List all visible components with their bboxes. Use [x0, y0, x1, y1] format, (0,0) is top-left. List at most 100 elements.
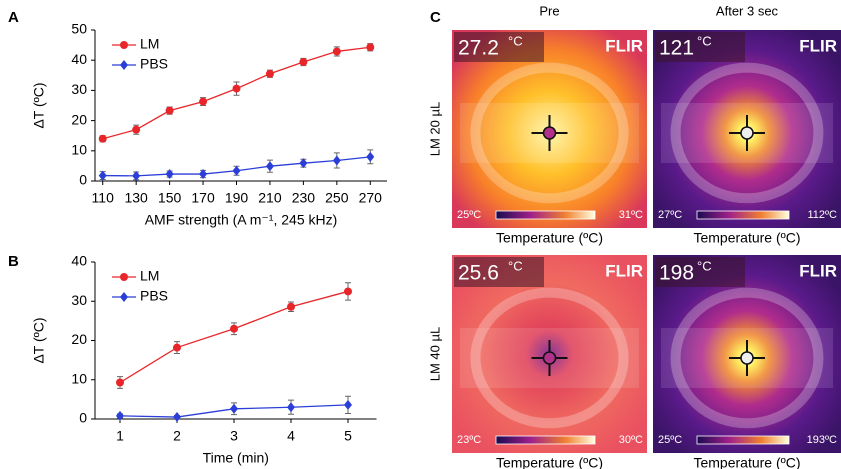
y-axis-title: ΔT (ºC)	[31, 317, 47, 363]
x-tick-label: 5	[344, 428, 352, 444]
crosshair-center	[740, 351, 754, 365]
x-tick-label: 130	[124, 190, 148, 206]
reading-unit: °C	[697, 258, 712, 273]
brand-logo: FLIR	[605, 36, 643, 55]
x-tick-label: 270	[359, 190, 383, 206]
marker	[232, 84, 241, 93]
marker	[230, 403, 238, 414]
marker	[165, 106, 174, 115]
reading-value: 121	[659, 37, 694, 60]
series-line	[119, 290, 349, 384]
scale-min: 25ºC	[658, 434, 682, 446]
panel-label: B	[8, 253, 19, 270]
marker	[165, 169, 174, 180]
reading-box	[655, 257, 745, 287]
marker	[265, 161, 274, 172]
marker	[98, 134, 107, 143]
image-caption: Temperature (ºC)	[496, 455, 603, 469]
y-tick-label: 20	[71, 331, 87, 347]
y-tick-label: 20	[71, 111, 87, 127]
scale-max: 30ºC	[619, 434, 643, 446]
row-title: LM 40 µL	[427, 327, 442, 381]
x-tick-label: 3	[230, 428, 238, 444]
brand-logo: FLIR	[605, 261, 643, 280]
x-tick-label: 170	[191, 190, 215, 206]
legend-label: LM	[140, 268, 159, 284]
marker	[230, 324, 238, 333]
marker	[332, 47, 341, 56]
crosshair-center	[542, 351, 557, 365]
reading-value: 25.6	[458, 262, 499, 285]
marker	[173, 412, 181, 423]
legend-marker	[120, 273, 128, 281]
column-title: After 3 sec	[716, 3, 779, 18]
reading-box	[655, 32, 745, 62]
marker	[366, 151, 375, 162]
scale-min: 23ºC	[457, 434, 481, 446]
x-tick-label: 110	[92, 190, 115, 206]
x-tick-label: 150	[158, 190, 182, 206]
y-tick-label: 40	[71, 253, 87, 269]
legend-label: PBS	[140, 288, 168, 304]
coil	[470, 62, 629, 204]
thermal-image: 27.2 °C FLIR 25ºC 31ºC	[452, 30, 647, 228]
image-caption: Temperature (ºC)	[693, 230, 800, 246]
reading-unit: °C	[508, 33, 523, 48]
x-tick-label: 2	[173, 428, 181, 444]
row-title: LM 20 µL	[427, 102, 442, 156]
color-scale	[495, 435, 596, 445]
reading-value: 198	[659, 262, 694, 285]
x-tick-label: 210	[258, 190, 282, 206]
marker	[344, 399, 352, 410]
legend-marker	[120, 292, 128, 302]
thermal-image: 121 °C FLIR 27ºC 112ºC	[653, 30, 841, 228]
coil	[470, 287, 629, 429]
marker	[98, 170, 107, 181]
scale-max: 112ºC	[808, 209, 838, 221]
scale-max: 193ºC	[807, 434, 837, 446]
legend-label: LM	[140, 36, 159, 52]
image-caption: Temperature (ºC)	[693, 455, 800, 469]
brand-logo: FLIR	[799, 261, 837, 280]
marker	[366, 43, 375, 52]
coil	[670, 287, 824, 429]
scale-min: 25ºC	[457, 209, 481, 221]
x-tick-label: 190	[225, 190, 249, 206]
marker	[332, 155, 341, 166]
column-title: Pre	[539, 3, 559, 18]
marker	[344, 287, 352, 296]
y-tick-label: 10	[71, 142, 87, 158]
legend-marker	[120, 41, 128, 49]
legend-label: PBS	[140, 56, 168, 72]
coil	[670, 62, 824, 204]
marker	[299, 58, 308, 67]
panel-label: A	[8, 9, 19, 26]
reading-box	[454, 32, 544, 62]
color-scale	[696, 435, 790, 445]
x-tick-label: 230	[292, 190, 316, 206]
marker	[287, 402, 295, 413]
marker	[232, 165, 241, 176]
y-tick-label: 0	[79, 172, 87, 188]
x-axis-title: AMF strength (A m⁻¹, 245 kHz)	[145, 212, 338, 228]
scale-max: 31ºC	[619, 209, 643, 221]
y-tick-label: 40	[71, 51, 87, 67]
y-tick-label: 50	[71, 21, 87, 37]
marker	[132, 170, 141, 181]
marker	[199, 169, 208, 180]
reading-unit: °C	[697, 33, 712, 48]
reading-unit: °C	[508, 258, 523, 273]
y-axis-title: ΔT (ºC)	[31, 82, 47, 128]
marker	[173, 343, 181, 352]
y-tick-label: 0	[79, 410, 87, 426]
scale-min: 27ºC	[658, 209, 682, 221]
y-tick-label: 30	[71, 81, 87, 97]
image-caption: Temperature (ºC)	[496, 230, 603, 246]
y-tick-label: 30	[71, 292, 87, 308]
x-axis-title: Time (min)	[203, 450, 269, 466]
marker	[265, 69, 274, 78]
crosshair-center	[542, 126, 557, 140]
legend-marker	[120, 60, 128, 70]
color-scale	[696, 210, 790, 220]
